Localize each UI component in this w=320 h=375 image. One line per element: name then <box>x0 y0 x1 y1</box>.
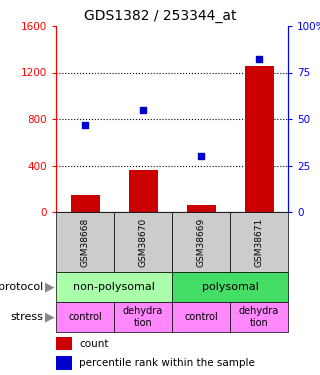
Text: GSM38668: GSM38668 <box>81 217 90 267</box>
Bar <box>187 205 215 212</box>
Text: GSM38671: GSM38671 <box>254 217 263 267</box>
Text: control: control <box>68 312 102 322</box>
Text: count: count <box>79 339 109 349</box>
Bar <box>230 212 288 272</box>
Text: ▶: ▶ <box>45 310 54 324</box>
Text: protocol: protocol <box>0 282 43 292</box>
Text: ▶: ▶ <box>45 280 54 294</box>
Point <box>198 153 204 159</box>
Text: polysomal: polysomal <box>202 282 259 292</box>
Text: non-polysomal: non-polysomal <box>73 282 155 292</box>
Bar <box>70 195 100 212</box>
Bar <box>56 356 72 370</box>
Text: control: control <box>184 312 218 322</box>
Bar <box>56 212 114 272</box>
Bar <box>230 302 288 332</box>
Text: percentile rank within the sample: percentile rank within the sample <box>79 358 255 368</box>
Bar <box>172 212 230 272</box>
Text: GDS1382 / 253344_at: GDS1382 / 253344_at <box>84 9 236 23</box>
Bar <box>56 272 172 302</box>
Bar <box>114 212 172 272</box>
Text: GSM38669: GSM38669 <box>196 217 205 267</box>
Text: dehydra
tion: dehydra tion <box>123 306 163 328</box>
Bar <box>172 302 230 332</box>
Point <box>140 107 146 113</box>
Bar <box>56 302 114 332</box>
Text: GSM38670: GSM38670 <box>139 217 148 267</box>
Bar <box>172 272 288 302</box>
Bar <box>114 302 172 332</box>
Bar <box>244 66 274 212</box>
Text: dehydra
tion: dehydra tion <box>239 306 279 328</box>
Point <box>256 57 261 63</box>
Point <box>83 122 88 128</box>
Bar <box>56 337 72 350</box>
Bar <box>129 170 157 212</box>
Text: stress: stress <box>10 312 43 322</box>
